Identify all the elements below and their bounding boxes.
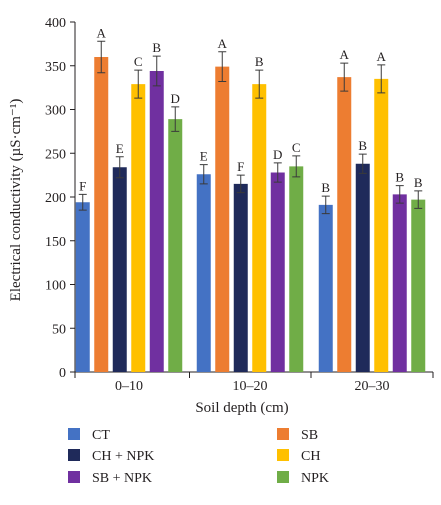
x-tick-label: 10–20	[233, 379, 268, 394]
legend: CT SB CH + NPK CH SB + NPK NPK	[68, 428, 329, 486]
y-tick-label: 150	[45, 235, 66, 250]
significance-letter: A	[377, 49, 387, 64]
significance-letter: A	[97, 25, 107, 40]
y-tick-label: 100	[45, 279, 66, 294]
significance-letter: D	[273, 147, 282, 162]
significance-letter: A	[340, 47, 350, 62]
significance-letter: C	[134, 54, 143, 69]
significance-letter: C	[292, 140, 301, 155]
y-tick-label: 50	[52, 322, 66, 337]
legend-label: CH + NPK	[92, 449, 154, 464]
y-tick-label: 400	[45, 16, 66, 31]
legend-label: CH	[301, 449, 320, 464]
bar	[112, 167, 127, 372]
bar	[318, 204, 333, 372]
legend-swatch	[68, 471, 80, 483]
significance-letter: F	[79, 178, 86, 193]
bar	[94, 57, 109, 372]
significance-letter: B	[414, 175, 423, 190]
significance-letter: D	[171, 91, 180, 106]
legend-label: NPK	[301, 471, 329, 486]
significance-letter: B	[255, 54, 264, 69]
x-axis: 0–10 10–20 20–30	[74, 371, 434, 394]
significance-letter: B	[321, 180, 330, 195]
bar	[392, 194, 407, 372]
bar	[131, 84, 146, 372]
legend-label: CT	[92, 428, 110, 443]
y-tick-label: 300	[45, 104, 66, 119]
bar	[168, 119, 183, 372]
legend-swatch	[68, 428, 80, 440]
bar	[270, 172, 285, 372]
y-tick-label: 350	[45, 60, 66, 75]
y-axis-label: Electrical conductivity (µS·cm⁻¹)	[8, 99, 24, 302]
y-tick-label: 250	[45, 147, 66, 162]
y-tick-label: 0	[59, 366, 66, 381]
bar	[149, 71, 164, 372]
bar	[355, 163, 370, 372]
significance-letter: B	[152, 40, 161, 55]
bar	[75, 202, 90, 372]
bar	[374, 78, 389, 372]
significance-letter: F	[237, 159, 244, 174]
x-tick-label: 0–10	[115, 379, 143, 394]
significance-letter: A	[218, 36, 228, 51]
significance-letter: B	[358, 138, 367, 153]
bar	[252, 84, 267, 372]
legend-label: SB	[301, 428, 318, 443]
x-tick-label: 20–30	[355, 379, 390, 394]
legend-label: SB + NPK	[92, 471, 152, 486]
significance-letter: E	[116, 141, 124, 156]
bar	[196, 174, 211, 372]
legend-swatch	[68, 449, 80, 461]
legend-swatch	[277, 428, 289, 440]
significance-letter: E	[200, 149, 208, 164]
y-tick-label: 200	[45, 191, 66, 206]
bar	[337, 77, 352, 372]
x-axis-label: Soil depth (cm)	[195, 400, 288, 416]
bar	[233, 183, 248, 372]
significance-letter: B	[395, 170, 404, 185]
bar	[215, 66, 230, 372]
legend-swatch	[277, 471, 289, 483]
bar	[411, 199, 426, 372]
legend-swatch	[277, 449, 289, 461]
bar	[289, 166, 304, 372]
y-axis: 0 50 100 150 200 250 300 350 400	[45, 16, 76, 381]
